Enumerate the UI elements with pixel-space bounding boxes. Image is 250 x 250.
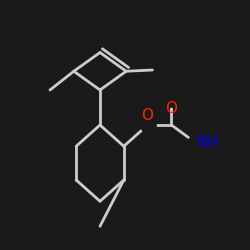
- Text: O: O: [166, 101, 177, 116]
- Text: O: O: [142, 108, 154, 122]
- Text: NH: NH: [196, 135, 219, 150]
